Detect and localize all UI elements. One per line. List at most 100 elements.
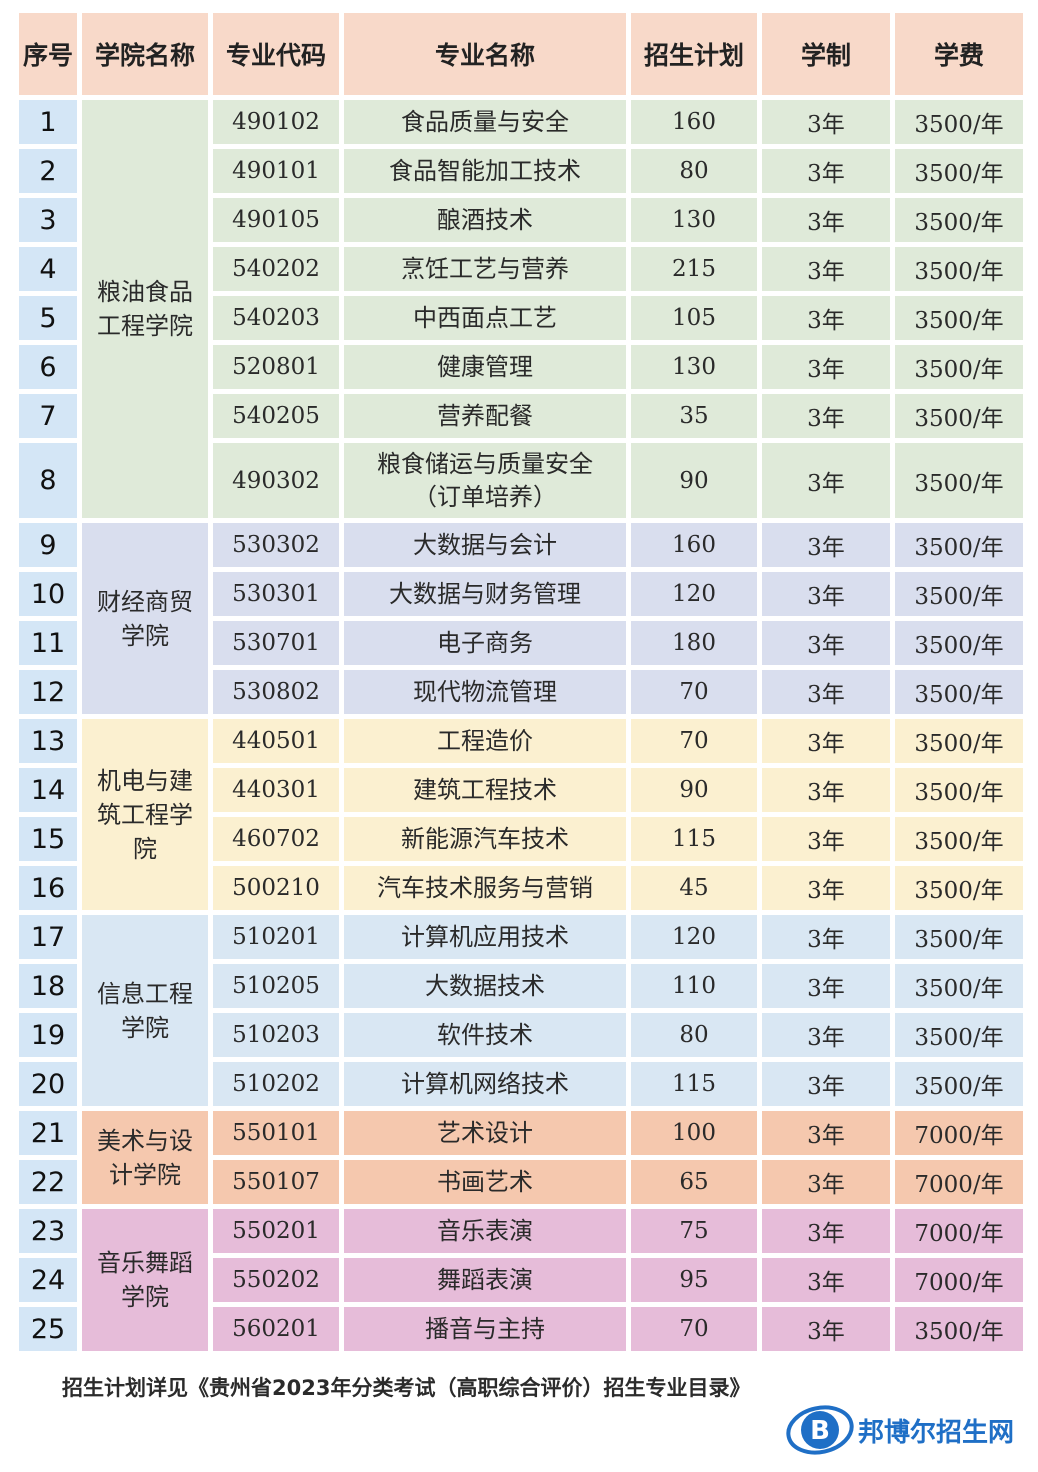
table-row: 11 530701 电子商务 180 3年 3500/年 (19, 621, 1023, 665)
enrollment-plan: 115 (631, 1062, 757, 1106)
table-row: 3 490105 酿酒技术 130 3年 3500/年 (19, 198, 1023, 242)
header-index: 序号 (19, 13, 77, 95)
major-name-note: （订单培养） (413, 482, 557, 511)
enrollment-plan: 90 (631, 768, 757, 812)
tuition: 3500/年 (895, 523, 1023, 567)
row-index: 4 (19, 247, 77, 291)
duration: 3年 (762, 768, 890, 812)
enrollment-plan: 80 (631, 1013, 757, 1057)
enrollment-plan: 100 (631, 1111, 757, 1155)
table-row: 14 440301 建筑工程技术 90 3年 3500/年 (19, 768, 1023, 812)
school-name-line: 院 (133, 834, 157, 863)
major-name: 汽车技术服务与营销 (344, 866, 626, 910)
tuition: 3500/年 (895, 100, 1023, 144)
enrollment-plan: 110 (631, 964, 757, 1008)
row-index: 10 (19, 572, 77, 616)
major-name: 酿酒技术 (344, 198, 626, 242)
major-name-text: 计算机应用技术 (401, 922, 569, 951)
duration: 3年 (762, 394, 890, 438)
major-name-text: 音乐表演 (437, 1216, 533, 1245)
major-name: 中西面点工艺 (344, 296, 626, 340)
tuition: 3500/年 (895, 572, 1023, 616)
duration: 3年 (762, 915, 890, 959)
major-name: 书画艺术 (344, 1160, 626, 1204)
duration: 3年 (762, 572, 890, 616)
header-enrollment-plan: 招生计划 (631, 13, 757, 95)
major-name: 大数据与财务管理 (344, 572, 626, 616)
tuition: 7000/年 (895, 1209, 1023, 1253)
duration: 3年 (762, 523, 890, 567)
row-index: 25 (19, 1307, 77, 1351)
major-name-text: 中西面点工艺 (413, 303, 557, 332)
row-index: 17 (19, 915, 77, 959)
header-major-code: 专业代码 (213, 13, 339, 95)
row-index: 20 (19, 1062, 77, 1106)
tuition: 3500/年 (895, 1013, 1023, 1057)
table-row: 17 信息工程 学院 510201 计算机应用技术 120 3年 3500/年 (19, 915, 1023, 1106)
tuition: 3500/年 (895, 915, 1023, 959)
row-index: 18 (19, 964, 77, 1008)
major-name-text: 舞蹈表演 (437, 1265, 533, 1294)
school-name-line: 计学院 (109, 1160, 181, 1189)
school-name-line: 筑工程学 (97, 800, 193, 829)
table-row: 13 机电与建 筑工程学院 440501 工程造价 70 3年 3500/年 (19, 719, 1023, 910)
school-name-line: 美术与设 (97, 1126, 193, 1155)
table-row: 10 530301 大数据与财务管理 120 3年 3500/年 (19, 572, 1023, 616)
row-index: 1 (19, 100, 77, 144)
major-code: 440301 (213, 768, 339, 812)
major-name: 食品质量与安全 (344, 100, 626, 144)
table-row: 25 560201 播音与主持 70 3年 3500/年 (19, 1307, 1023, 1351)
school-name-line: 学院 (121, 621, 169, 650)
tuition: 3500/年 (895, 296, 1023, 340)
header-school: 学院名称 (82, 13, 208, 95)
duration: 3年 (762, 296, 890, 340)
watermark-logo-letter: B (810, 1416, 830, 1446)
watermark-text: 邦博尔招生网 (858, 1417, 1015, 1448)
major-code: 530302 (213, 523, 339, 567)
major-code: 550101 (213, 1111, 339, 1155)
major-name-text: 新能源汽车技术 (401, 824, 569, 853)
tuition: 3500/年 (895, 394, 1023, 438)
major-code: 490105 (213, 198, 339, 242)
major-name-text: 电子商务 (437, 628, 533, 657)
tuition: 3500/年 (895, 443, 1023, 518)
major-name-text: 大数据技术 (425, 971, 545, 1000)
major-code: 510201 (213, 915, 339, 959)
major-name-text: 大数据与会计 (413, 530, 557, 559)
tuition: 3500/年 (895, 621, 1023, 665)
major-code: 490102 (213, 100, 339, 144)
duration: 3年 (762, 1111, 890, 1155)
major-code: 560201 (213, 1307, 339, 1351)
footnote: 招生计划详见《贵州省2023年分类考试（高职综合评价）招生专业目录》 (62, 1376, 751, 1400)
major-code: 490101 (213, 149, 339, 193)
major-name: 大数据技术 (344, 964, 626, 1008)
major-name-text: 建筑工程技术 (413, 775, 557, 804)
table-row: 5 540203 中西面点工艺 105 3年 3500/年 (19, 296, 1023, 340)
major-name: 烹饪工艺与营养 (344, 247, 626, 291)
tuition: 3500/年 (895, 345, 1023, 389)
major-code: 520801 (213, 345, 339, 389)
duration: 3年 (762, 443, 890, 518)
major-name: 软件技术 (344, 1013, 626, 1057)
major-code: 510205 (213, 964, 339, 1008)
enrollment-plan: 130 (631, 198, 757, 242)
enrollment-plan: 90 (631, 443, 757, 518)
school-name: 美术与设 计学院 (82, 1111, 208, 1204)
enrollment-plan: 70 (631, 719, 757, 763)
enrollment-plan: 130 (631, 345, 757, 389)
major-code: 440501 (213, 719, 339, 763)
major-name-text: 汽车技术服务与营销 (377, 873, 593, 902)
major-code: 540205 (213, 394, 339, 438)
duration: 3年 (762, 1209, 890, 1253)
school-name: 音乐舞蹈 学院 (82, 1209, 208, 1351)
table-row: 16 500210 汽车技术服务与营销 45 3年 3500/年 (19, 866, 1023, 910)
bangboer-logo-icon: B (786, 1405, 854, 1455)
row-index: 21 (19, 1111, 77, 1155)
table-row: 2 490101 食品智能加工技术 80 3年 3500/年 (19, 149, 1023, 193)
duration: 3年 (762, 1160, 890, 1204)
table-row: 20 510202 计算机网络技术 115 3年 3500/年 (19, 1062, 1023, 1106)
major-code: 540202 (213, 247, 339, 291)
tuition: 7000/年 (895, 1160, 1023, 1204)
tuition: 7000/年 (895, 1258, 1023, 1302)
tuition: 3500/年 (895, 1307, 1023, 1351)
